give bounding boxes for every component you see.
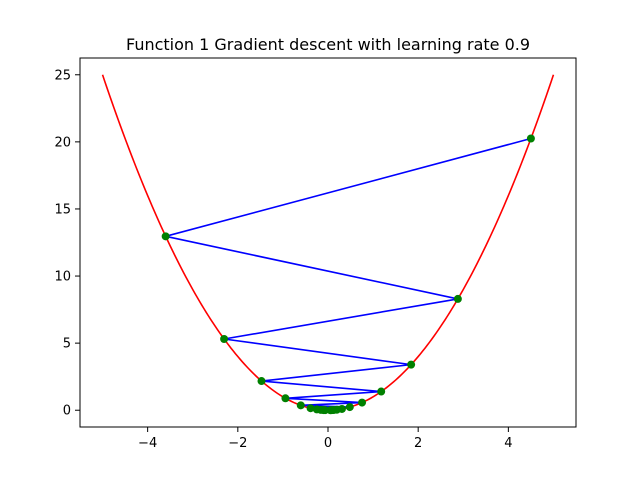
- descent-step-point: [453, 294, 462, 303]
- chart-title: Function 1 Gradient descent with learnin…: [126, 35, 530, 54]
- y-tick-label: 0: [63, 404, 71, 419]
- y-tick-label: 15: [54, 202, 71, 217]
- descent-step-point: [296, 401, 305, 410]
- descent-step-point: [281, 394, 290, 403]
- descent-step-point: [257, 377, 266, 386]
- x-tick-label: −2: [228, 436, 247, 451]
- descent-step-point: [345, 403, 354, 412]
- plot-series: [101, 74, 555, 415]
- axes: −4 −2 0 2 4 0 5 10 15 20 25: [54, 57, 577, 451]
- x-tick-label: 4: [504, 436, 512, 451]
- descent-step-point: [358, 398, 367, 407]
- y-tick-label: 20: [54, 135, 71, 150]
- plot-area: [101, 74, 555, 415]
- descent-step-point: [220, 334, 229, 343]
- y-tick-label: 25: [54, 68, 71, 83]
- x-tick-label: 2: [414, 436, 422, 451]
- descent-step-point: [377, 387, 386, 396]
- y-tick-label: 10: [54, 270, 71, 285]
- descent-step-point: [407, 360, 416, 369]
- descent-step-point: [526, 134, 535, 143]
- x-tick-label: 0: [324, 436, 332, 451]
- descent-step-point: [306, 404, 315, 413]
- y-tick-label: 5: [63, 337, 71, 352]
- x-tick-label: −4: [138, 436, 157, 451]
- descent-step-point: [326, 406, 335, 415]
- descent-step-point: [161, 232, 170, 241]
